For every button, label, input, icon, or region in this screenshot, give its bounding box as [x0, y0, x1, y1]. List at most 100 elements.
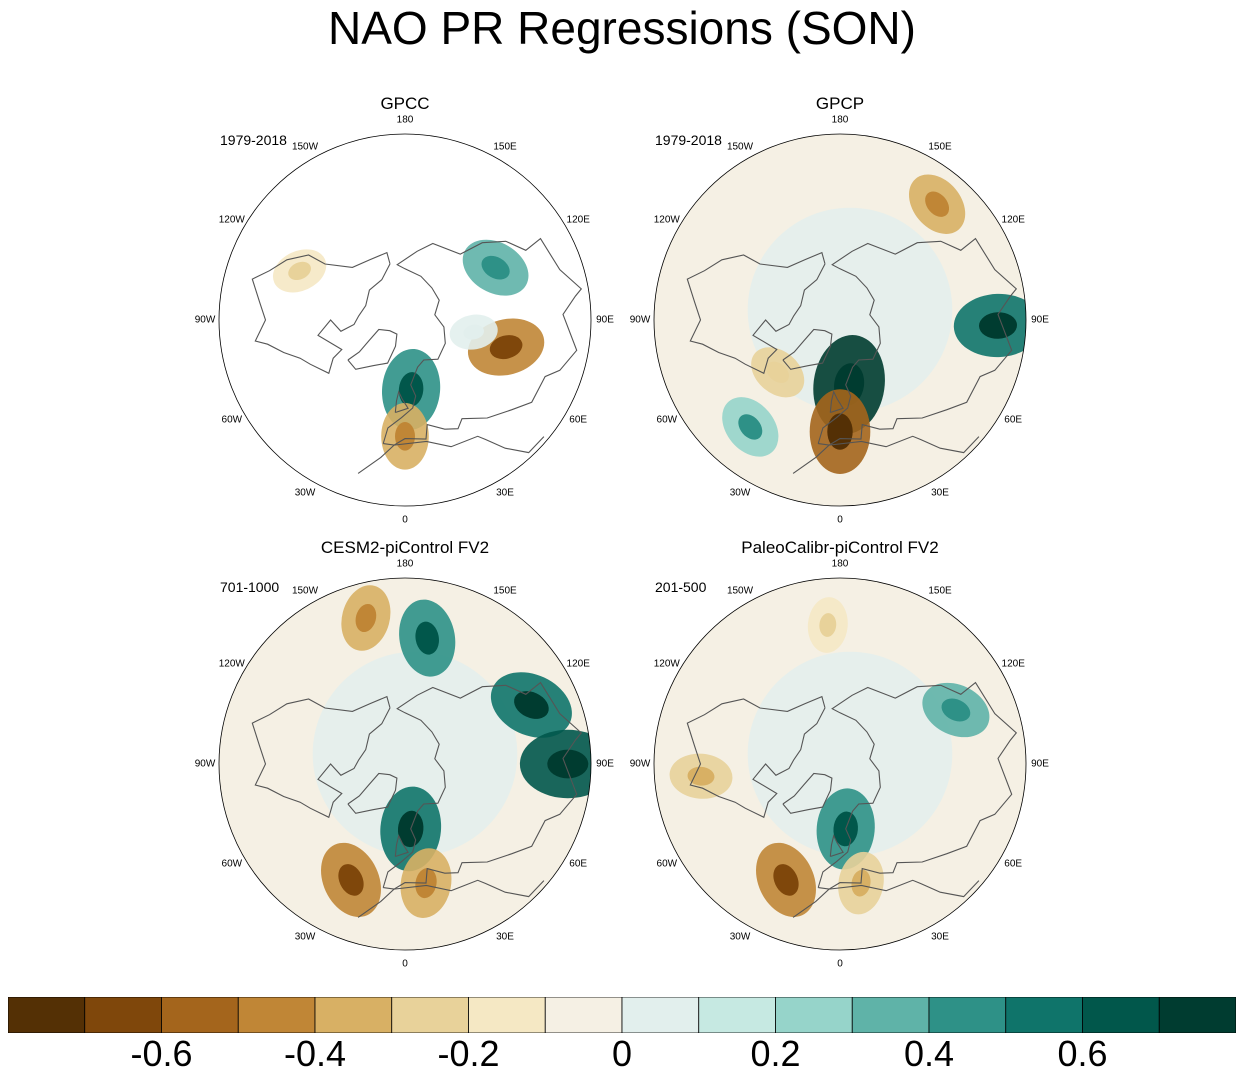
longitude-label: 90E [596, 314, 614, 326]
longitude-label: 120E [1001, 658, 1025, 670]
map-panel-paleocalibr: PaleoCalibr-piControl FV2 201-500 180 150… [620, 538, 1060, 978]
colorbar [8, 997, 1236, 1033]
colorbar-swatch [1158, 997, 1236, 1033]
map-boundary [218, 577, 592, 951]
map-boundary [653, 577, 1027, 951]
anomaly-core [514, 691, 549, 719]
coastline [382, 681, 583, 890]
coastline [782, 328, 833, 370]
longitude-label: 30E [931, 931, 949, 943]
period-label: 701-1000 [220, 579, 280, 595]
map-boundary [653, 133, 1027, 507]
anomaly-core [827, 413, 853, 450]
anomaly-core [395, 421, 415, 451]
longitude-label: 30E [496, 487, 514, 499]
anomaly-core [338, 864, 364, 896]
longitude-label: 120E [566, 214, 590, 226]
longitude-label: 90W [194, 314, 216, 326]
colorbar-swatch [928, 997, 1007, 1033]
colorbar-tick-label: -0.6 [130, 1033, 193, 1074]
anomaly-core [979, 312, 1017, 339]
map-disk [218, 133, 592, 507]
longitude-label: 150E [493, 585, 517, 597]
anomaly-core [738, 414, 763, 440]
coastline [394, 834, 409, 858]
map-disk [218, 577, 592, 951]
anomaly-core [766, 361, 789, 383]
longitude-label: 150W [726, 585, 754, 597]
longitude-label: 90E [596, 758, 614, 770]
colorbar-tick-label: 0.2 [750, 1033, 801, 1074]
longitude-label: 180 [396, 558, 414, 570]
longitude-label: 0 [402, 514, 408, 526]
longitude-label: 90W [194, 758, 216, 770]
longitude-label: 120E [566, 658, 590, 670]
longitude-label: 150W [291, 141, 319, 153]
longitude-label: 60W [221, 858, 243, 870]
figure-title: NAO PR Regressions (SON) [328, 2, 916, 54]
coastline [251, 695, 391, 819]
map-panel-gpcc: GPCC 1979-2018 180 150E 120E 90E 60E 30E 0 30W 6… [185, 94, 625, 534]
longitude-label: 0 [402, 958, 408, 970]
longitude-label: 150E [493, 141, 517, 153]
coastline [792, 435, 980, 474]
longitude-label: 30W [729, 931, 751, 943]
longitude-label: 90E [1031, 758, 1049, 770]
longitude-label: 180 [831, 114, 849, 126]
longitude-label: 30W [294, 487, 316, 499]
anomaly-core [481, 255, 510, 280]
map-panel-gpcp: GPCP 1979-2018 180 150E 120E 90E 60E 30E 0 30W 6… [620, 94, 1060, 534]
longitude-label: 60E [569, 858, 588, 870]
coastline [792, 879, 980, 918]
colorbar-swatch [161, 997, 239, 1033]
longitude-label: 0 [837, 958, 843, 970]
colorbar-tick-label: -0.4 [283, 1033, 347, 1074]
coastline [347, 328, 398, 370]
longitude-label: 60W [221, 414, 243, 426]
coastline [251, 251, 391, 375]
anomaly-core [773, 864, 799, 896]
longitude-label: 30W [729, 487, 751, 499]
coastline [829, 390, 844, 414]
longitude-label: 150W [726, 141, 754, 153]
longitude-label: 150W [291, 585, 319, 597]
coastline [357, 879, 545, 918]
coastline [782, 772, 833, 814]
coastline [817, 681, 1018, 890]
colorbar-tick-label: -0.2 [437, 1033, 500, 1074]
map-disk [653, 133, 1027, 507]
coastline [347, 772, 398, 814]
coastline [382, 237, 583, 446]
longitude-label: 30W [294, 931, 316, 943]
longitude-label: 150E [928, 585, 952, 597]
colorbar-swatch [8, 997, 86, 1033]
colorbar-swatch [468, 997, 546, 1033]
anomaly-core [941, 698, 971, 722]
colorbar-tick-label: 0 [611, 1033, 633, 1074]
longitude-label: 120W [218, 214, 245, 226]
coastline [817, 237, 1018, 446]
panel-title: GPCC [380, 94, 430, 113]
longitude-label: 60E [1004, 858, 1023, 870]
anomaly-core [398, 372, 424, 407]
anomaly-core [355, 603, 377, 633]
longitude-label: 0 [837, 514, 843, 526]
longitude-label: 90W [629, 758, 651, 770]
coastline [686, 695, 826, 819]
colorbar-swatch [775, 997, 853, 1033]
period-label: 1979-2018 [220, 132, 287, 148]
longitude-label: 90E [1031, 314, 1049, 326]
coastline [686, 251, 826, 375]
anomaly-core [463, 324, 485, 340]
colorbar-swatch [851, 997, 930, 1033]
longitude-label: 120W [218, 658, 245, 670]
longitude-label: 120E [1001, 214, 1025, 226]
colorbar-tick-label: 0.6 [1057, 1033, 1108, 1074]
longitude-label: 60W [656, 414, 678, 426]
colorbar-swatch [621, 997, 700, 1033]
longitude-label: 30E [931, 487, 949, 499]
coastline [829, 834, 844, 858]
anomaly-core [415, 621, 439, 655]
longitude-label: 180 [831, 558, 849, 570]
colorbar-swatch [84, 997, 162, 1033]
